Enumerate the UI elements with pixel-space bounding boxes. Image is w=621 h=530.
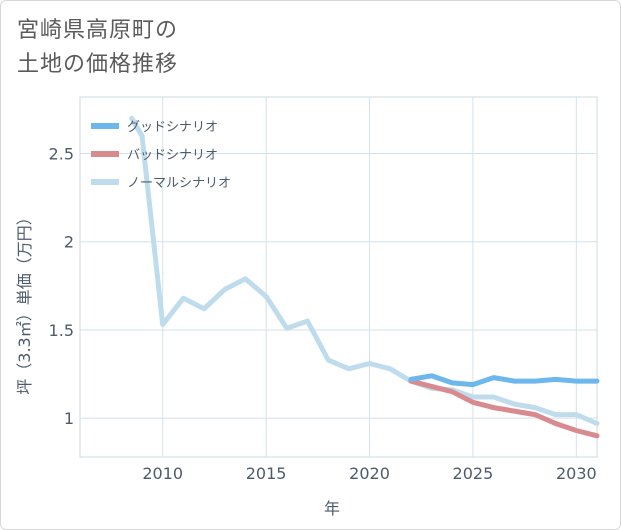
legend-label: バッドシナリオ <box>127 148 218 163</box>
series-line-0 <box>408 373 600 388</box>
y-tick-label: 2.5 <box>49 144 74 163</box>
grid-lines <box>80 97 597 457</box>
tick-labels: 2010 2015 2020 2025 2030 1 1.5 2 2.5 <box>49 144 597 483</box>
chart-title-line1: 宮崎県高原町の <box>17 18 179 43</box>
y-tick-label: 1 <box>64 409 74 428</box>
chart-title-line2: 土地の価格推移 <box>17 52 179 77</box>
x-tick-label: 2015 <box>246 464 287 483</box>
legend-label: グッドシナリオ <box>127 120 218 135</box>
x-tick-label: 2020 <box>349 464 390 483</box>
series-lines <box>129 115 600 439</box>
y-axis-title: 坪（3.3㎡）単価（万円） <box>15 209 34 394</box>
series-line-2 <box>129 115 600 426</box>
x-tick-label: 2025 <box>453 464 494 483</box>
x-tick-label: 2010 <box>142 464 183 483</box>
y-tick-label: 1.5 <box>49 321 74 340</box>
y-tick-label: 2 <box>64 233 74 252</box>
legend-label: ノーマルシナリオ <box>127 176 231 191</box>
x-tick-label: 2030 <box>556 464 597 483</box>
plot-area <box>79 96 598 458</box>
chart-title: 宮崎県高原町の 土地の価格推移 <box>17 14 178 82</box>
x-axis-title: 年 <box>324 499 340 518</box>
series-line-1 <box>408 378 600 439</box>
